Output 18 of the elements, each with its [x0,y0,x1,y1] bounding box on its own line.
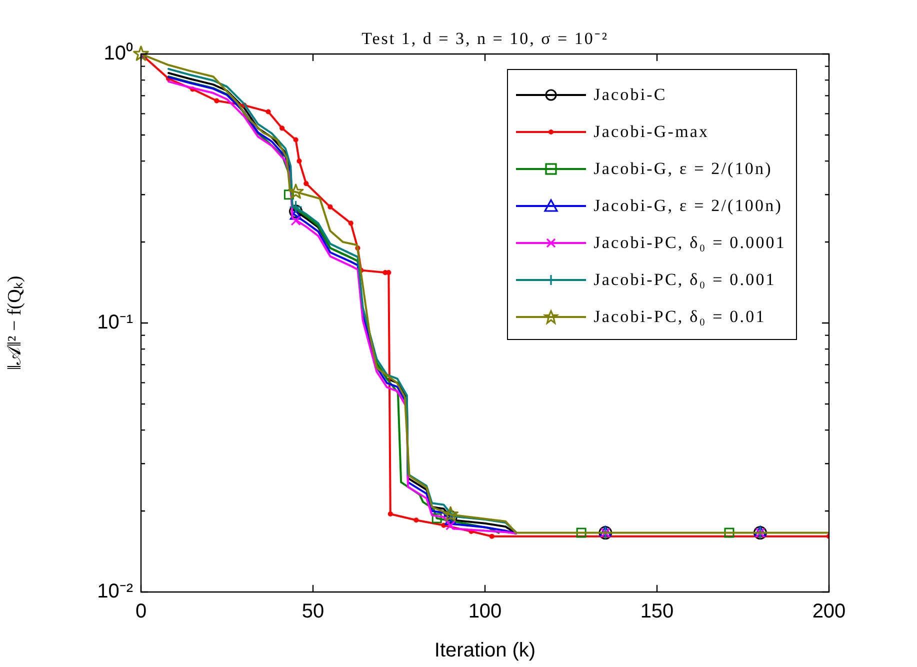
legend-label: Jacobi-G-max [594,122,710,142]
legend-label: Jacobi-PC, δ₀ = 0.001 [594,270,776,290]
chart-title: Test 1, d = 3, n = 10, σ = 10⁻² [360,28,610,49]
legend-label: Jacobi-G, ε = 2/(100n) [594,196,782,216]
x-tick-label: 50 [302,600,324,623]
x-tick-label: 150 [640,600,674,623]
x-axis-title: Iteration (k) [434,640,536,662]
x-tick-label: 100 [468,600,502,623]
x-tick-label: 0 [135,600,147,623]
legend-label: Jacobi-G, ε = 2/(10n) [594,158,772,178]
legend-label: Jacobi-C [594,84,667,104]
y-tick-label: 10⁻² [97,580,134,603]
y-tick-label: 10⁰ [104,42,133,65]
x-tick-label: 200 [812,600,846,623]
y-axis-title: ‖𝒜‖² − f(Qₖ) [4,276,26,370]
legend-label: Jacobi-PC, δ₀ = 0.01 [594,306,766,326]
y-tick-label: 10⁻¹ [97,312,134,334]
legend-label: Jacobi-PC, δ₀ = 0.0001 [594,232,786,252]
